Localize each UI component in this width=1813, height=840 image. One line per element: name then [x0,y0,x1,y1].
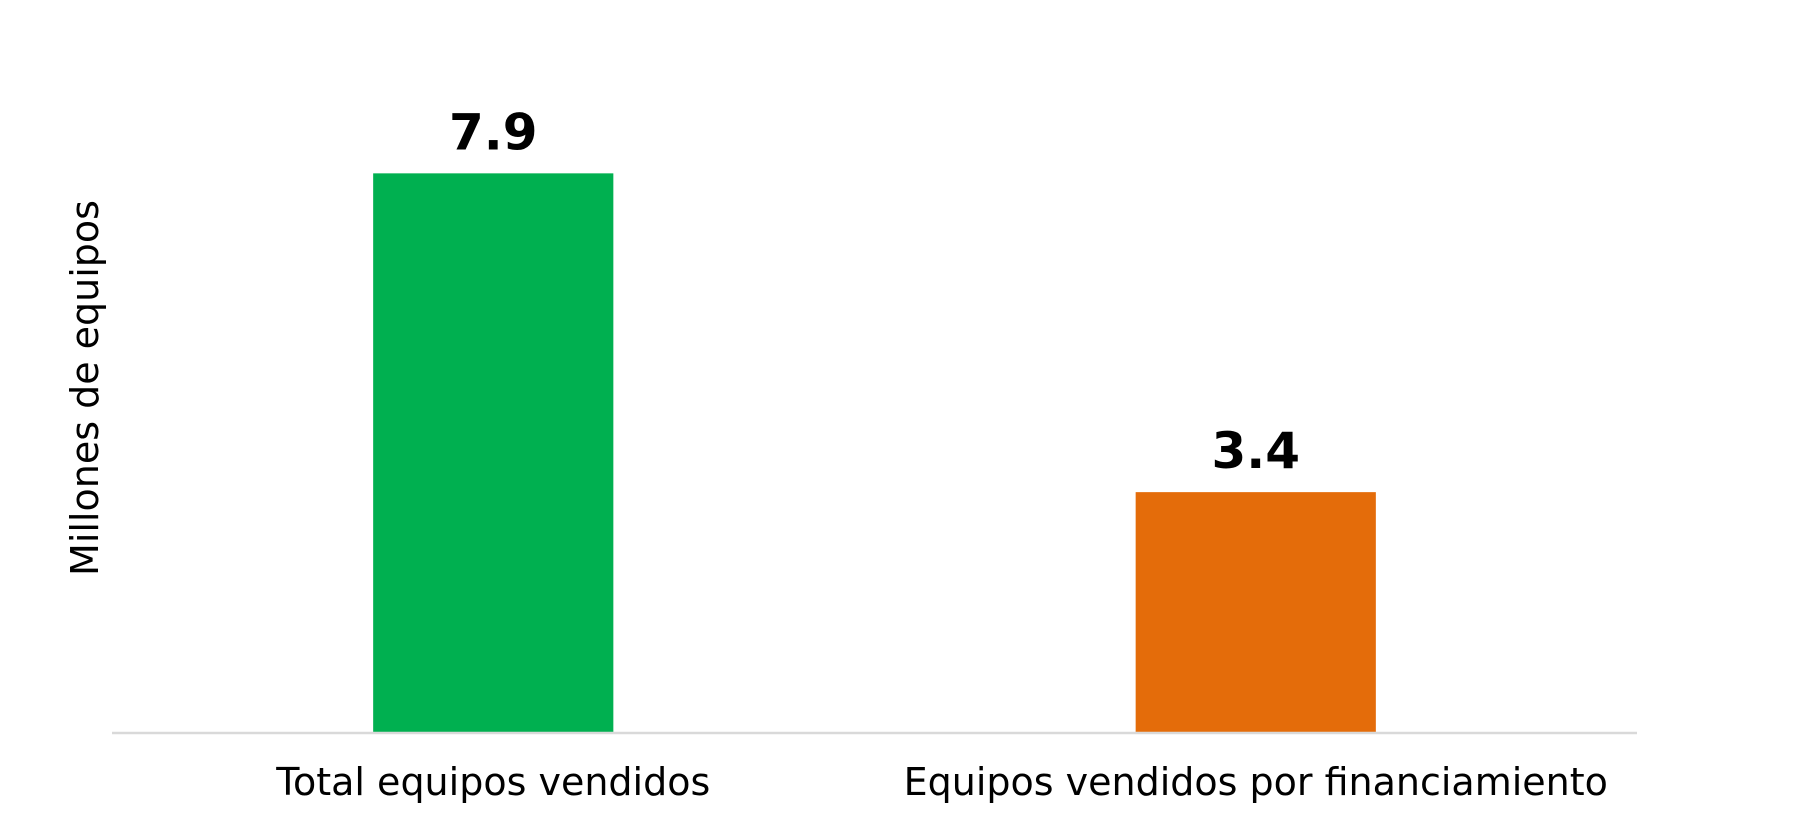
category-label-1: Total equipos vendidos [275,760,710,804]
category-label-2: Equipos vendidos por financiamiento [904,760,1608,804]
bars-layer [373,173,1376,734]
bar-2 [1135,492,1376,733]
bar-1 [373,173,614,734]
data-label-1: 7.9 [449,103,538,161]
data-label-2: 3.4 [1211,422,1300,480]
y-axis-label: Millones de equipos [63,200,107,576]
labels-layer: 7.9 Total equipos vendidos 3.4 Equipos vend… [275,103,1608,804]
